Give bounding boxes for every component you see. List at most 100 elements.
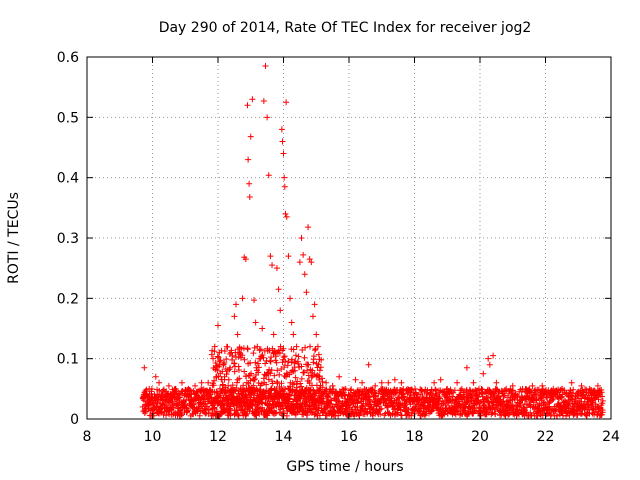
data-points xyxy=(139,63,606,419)
background-point xyxy=(302,344,309,351)
background-point xyxy=(277,401,284,408)
background-point xyxy=(292,358,299,365)
data-point xyxy=(245,156,252,163)
background-point xyxy=(233,384,240,391)
background-point xyxy=(348,386,355,393)
data-point xyxy=(309,313,316,320)
data-point xyxy=(247,133,254,140)
background-point xyxy=(575,397,582,404)
data-point xyxy=(257,355,264,362)
background-point xyxy=(596,405,603,412)
background-point xyxy=(250,350,257,357)
background-point xyxy=(309,367,316,374)
background-point xyxy=(501,392,508,399)
data-point xyxy=(278,126,285,133)
background-point xyxy=(393,389,400,396)
background-point xyxy=(436,394,443,401)
background-point xyxy=(267,370,274,377)
background-point xyxy=(203,403,210,410)
background-point xyxy=(294,397,301,404)
background-point xyxy=(229,352,236,359)
data-point xyxy=(454,379,461,386)
y-tick-label: 0 xyxy=(70,412,79,428)
background-point xyxy=(250,382,257,389)
data-point xyxy=(421,388,428,395)
data-point xyxy=(313,331,320,338)
background-point xyxy=(244,403,251,410)
background-point xyxy=(205,410,212,417)
background-point xyxy=(298,375,305,382)
background-point xyxy=(312,397,319,404)
x-tick-label: 12 xyxy=(209,429,227,445)
background-point xyxy=(273,359,280,366)
background-point xyxy=(371,389,378,396)
data-point xyxy=(539,382,546,389)
background-point xyxy=(304,367,311,374)
background-point xyxy=(268,367,275,374)
grid xyxy=(87,57,611,419)
background-point xyxy=(295,360,302,367)
background-point xyxy=(276,371,283,378)
background-point xyxy=(540,391,547,398)
background-point xyxy=(239,352,246,359)
y-tick-label: 0.2 xyxy=(57,291,79,307)
background-point xyxy=(497,402,504,409)
background-point xyxy=(163,412,170,419)
data-point xyxy=(275,286,282,293)
background-point xyxy=(530,410,537,417)
background-point xyxy=(569,396,576,403)
background-point xyxy=(489,409,496,416)
background-point xyxy=(303,385,310,392)
background-point xyxy=(362,405,369,412)
data-point xyxy=(224,367,231,374)
background-point xyxy=(310,353,317,360)
data-point xyxy=(152,373,159,380)
background-point xyxy=(274,367,281,374)
background-point xyxy=(278,380,285,387)
background-point xyxy=(391,390,398,397)
background-point xyxy=(297,380,304,387)
background-point xyxy=(546,403,553,410)
background-point xyxy=(276,399,283,406)
data-point xyxy=(239,295,246,302)
data-point xyxy=(558,385,565,392)
background-point xyxy=(312,390,319,397)
background-point xyxy=(347,387,354,394)
x-tick-label: 8 xyxy=(83,429,92,445)
background-point xyxy=(356,412,363,419)
data-point xyxy=(280,150,287,157)
data-point xyxy=(411,391,418,398)
background-point xyxy=(466,386,473,393)
background-point xyxy=(254,401,261,408)
data-point xyxy=(493,379,500,386)
data-point xyxy=(486,361,493,368)
background-point xyxy=(224,400,231,407)
background-point xyxy=(315,372,322,379)
background-point xyxy=(247,359,254,366)
background-point xyxy=(378,405,385,412)
data-point xyxy=(236,349,243,356)
background-point xyxy=(230,388,237,395)
y-axis-label: ROTI / TECUs xyxy=(6,192,22,284)
background-point xyxy=(258,396,265,403)
data-point xyxy=(568,379,575,386)
background-point xyxy=(476,400,483,407)
background-point xyxy=(212,395,219,402)
data-point xyxy=(444,385,451,392)
background-point xyxy=(311,411,318,418)
background-point xyxy=(336,398,343,405)
data-point xyxy=(303,289,310,296)
background-point xyxy=(219,368,226,375)
data-point xyxy=(323,379,330,386)
data-point xyxy=(290,331,297,338)
background-point xyxy=(325,393,332,400)
background-point xyxy=(257,346,264,353)
data-point xyxy=(549,388,556,395)
background-point xyxy=(405,406,412,413)
data-point xyxy=(262,63,269,70)
background-point xyxy=(318,390,325,397)
background-point xyxy=(273,378,280,385)
background-point xyxy=(216,385,223,392)
data-point xyxy=(231,313,238,320)
data-point xyxy=(281,183,288,190)
